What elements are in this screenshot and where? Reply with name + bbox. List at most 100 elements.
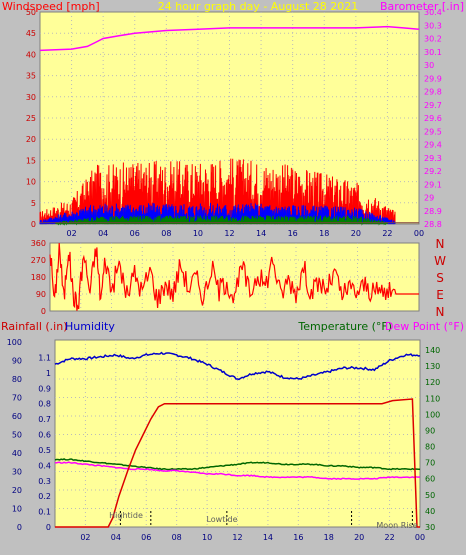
series-temperature-f-line — [54, 458, 421, 471]
rain-x-tick-label: 02 — [80, 533, 90, 542]
series-rainfall-in-line — [55, 398, 420, 528]
barometer-tick-label: 30.1 — [424, 48, 442, 57]
barometer-tick-label: 28.9 — [424, 207, 442, 216]
humidity-tick-label: 0.3 — [38, 477, 51, 486]
wind-tick-label: 30 — [26, 93, 36, 102]
humidity-tick-label: 0.4 — [38, 461, 51, 470]
temperature-tick-label: 130 — [425, 362, 440, 371]
humidity-tick-label: 0.9 — [38, 384, 51, 393]
tide-annotation: Hightide — [109, 511, 143, 520]
compass-label: E — [436, 288, 444, 302]
wind-tick-label: 20 — [26, 135, 36, 144]
chart-title: 24 hour graph day - August 28 2021 — [158, 0, 359, 13]
compass-label: N — [436, 305, 445, 319]
rain-plot-area — [54, 339, 421, 528]
barometer-tick-label: 29.8 — [424, 88, 442, 97]
barometer-tick-label: 29.7 — [424, 101, 442, 110]
rain-x-tick-label: 10 — [202, 533, 212, 542]
series-humidity-line — [54, 351, 421, 381]
humidity-tick-label: 0.5 — [38, 446, 51, 455]
temperature-tick-label: 120 — [425, 378, 440, 387]
wind-band-2 — [55, 215, 388, 226]
rain-x-tick-label: 18 — [324, 533, 334, 542]
rain-tick-label: 60 — [12, 412, 22, 421]
barometer-tick-label: 29 — [424, 194, 434, 203]
barometer-tick-label: 29.9 — [424, 74, 442, 83]
wind-x-tick-label: 06 — [130, 229, 140, 238]
temperature-tick-label: 110 — [425, 394, 440, 403]
tide-annotation: Lowtide — [206, 515, 237, 524]
rain-tick-label: 70 — [12, 394, 22, 403]
rain-x-tick-label: 20 — [354, 533, 364, 542]
rain-tick-label: 40 — [12, 449, 22, 458]
wind-x-tick-label: 20 — [351, 229, 361, 238]
wind-x-tick-label: 22 — [382, 229, 392, 238]
barometer-line — [39, 25, 420, 52]
barometer-tick-label: 29.3 — [424, 154, 442, 163]
rain-tick-label: 10 — [12, 505, 22, 514]
rain-tick-label: 0 — [17, 523, 22, 532]
direction-tick-label: 270 — [31, 256, 46, 265]
rain-tick-label: 20 — [12, 486, 22, 495]
wind-x-tick-label: 04 — [98, 229, 108, 238]
wind-x-tick-label: 00 — [414, 229, 424, 238]
temperature-axis-label: Temperature (°F) — [297, 320, 392, 333]
compass-label: S — [436, 271, 444, 285]
wind-x-tick-label: 16 — [288, 229, 298, 238]
temperature-tick-label: 40 — [425, 507, 435, 516]
wind-tick-label: 25 — [26, 114, 36, 123]
direction-tick-label: 0 — [41, 307, 46, 316]
wind-direction-line — [49, 242, 419, 311]
wind-axis-label: Windspeed [mph] — [2, 0, 100, 13]
rain-tick-label: 30 — [12, 468, 22, 477]
barometer-tick-label: 29.1 — [424, 180, 442, 189]
rain-x-tick-label: 04 — [111, 533, 121, 542]
wind-x-tick-label: 18 — [319, 229, 329, 238]
direction-tick-label: 180 — [31, 273, 46, 282]
wind-tick-label: 45 — [26, 29, 36, 38]
compass-label: N — [436, 237, 445, 251]
barometer-tick-label: 29.6 — [424, 114, 442, 123]
wind-tick-label: 40 — [26, 50, 36, 59]
barometer-tick-label: 30 — [424, 61, 434, 70]
rain-tick-label: 80 — [12, 375, 22, 384]
wind-tick-label: 35 — [26, 72, 36, 81]
wind-x-tick-label: 02 — [66, 229, 76, 238]
temperature-tick-label: 80 — [425, 443, 435, 452]
rain-x-tick-label: 12 — [232, 533, 242, 542]
wind-tick-label: 50 — [26, 8, 36, 17]
rain-tick-label: 50 — [12, 431, 22, 440]
temperature-tick-label: 60 — [425, 475, 435, 484]
rain-x-tick-label: 06 — [141, 533, 151, 542]
humidity-tick-label: 0.6 — [38, 431, 51, 440]
temperature-tick-label: 140 — [425, 346, 440, 355]
series-dew-point-f-line — [54, 461, 421, 481]
wind-tick-label: 0 — [31, 220, 36, 229]
wind-x-tick-label: 14 — [256, 229, 266, 238]
humidity-tick-label: 0.1 — [38, 508, 51, 517]
barometer-tick-label: 28.8 — [424, 220, 442, 229]
barometer-axis-label: Barometer [.in] — [380, 0, 464, 13]
wind-x-tick-label: 12 — [224, 229, 234, 238]
wind-tick-label: 5 — [31, 199, 36, 208]
dewpoint-axis-label: Dew Point (°F) — [385, 320, 464, 333]
temperature-tick-label: 90 — [425, 426, 435, 435]
wind-x-tick-label: 10 — [193, 229, 203, 238]
direction-tick-label: 90 — [36, 290, 46, 299]
barometer-tick-label: 30.2 — [424, 35, 442, 44]
rain-x-tick-label: 00 — [415, 533, 425, 542]
humidity-tick-label: 1 — [46, 369, 51, 378]
direction-tick-label: 360 — [31, 239, 46, 248]
barometer-tick-label: 30.4 — [424, 8, 442, 17]
barometer-tick-label: 29.2 — [424, 167, 442, 176]
compass-label: W — [434, 254, 446, 268]
barometer-tick-label: 30.3 — [424, 21, 442, 30]
wind-barometer-panel: 0 5 10 15 20 25 30 35 40 45 50 28.8 28.9 29 29.1 29.2 2… — [2, 0, 464, 238]
wind-tick-label: 15 — [26, 156, 36, 165]
humidity-tick-label: 0.2 — [38, 492, 51, 501]
humidity-tick-label: 0.7 — [38, 415, 51, 424]
temperature-tick-label: 30 — [425, 523, 435, 532]
